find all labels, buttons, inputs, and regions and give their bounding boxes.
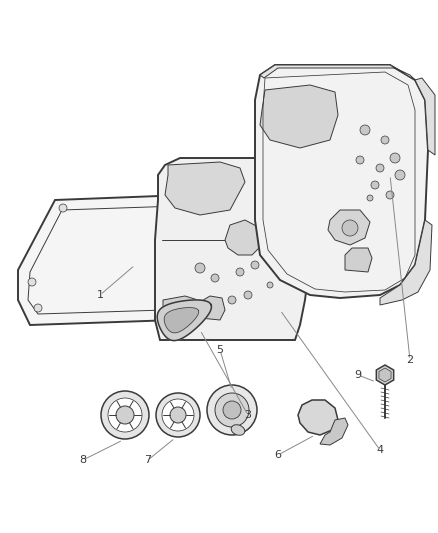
Circle shape (207, 385, 257, 435)
Polygon shape (345, 248, 372, 272)
Text: 9: 9 (354, 370, 361, 380)
Circle shape (371, 181, 379, 189)
Circle shape (195, 263, 205, 273)
Polygon shape (380, 220, 432, 305)
Circle shape (267, 282, 273, 288)
Polygon shape (157, 300, 212, 341)
Polygon shape (163, 296, 198, 318)
Circle shape (390, 153, 400, 163)
Text: 4: 4 (376, 445, 384, 455)
Polygon shape (379, 368, 391, 382)
Ellipse shape (231, 425, 245, 435)
Polygon shape (18, 195, 205, 325)
Circle shape (108, 398, 142, 432)
Circle shape (34, 304, 42, 312)
Circle shape (156, 393, 200, 437)
Circle shape (236, 268, 244, 276)
Circle shape (228, 296, 236, 304)
Circle shape (342, 220, 358, 236)
Polygon shape (200, 296, 225, 320)
Text: 5: 5 (216, 345, 223, 355)
Polygon shape (165, 162, 245, 215)
Circle shape (101, 391, 149, 439)
Circle shape (223, 401, 241, 419)
Circle shape (376, 164, 384, 172)
Polygon shape (328, 210, 370, 245)
Polygon shape (320, 418, 348, 445)
Polygon shape (164, 308, 199, 333)
Polygon shape (180, 215, 195, 240)
Circle shape (162, 399, 194, 431)
Circle shape (386, 191, 394, 199)
Circle shape (244, 291, 252, 299)
Circle shape (381, 136, 389, 144)
Circle shape (215, 393, 249, 427)
Text: 2: 2 (406, 355, 413, 365)
Polygon shape (255, 65, 428, 298)
Polygon shape (298, 400, 338, 435)
Text: 7: 7 (145, 455, 152, 465)
Text: 6: 6 (275, 450, 282, 460)
Polygon shape (225, 220, 262, 255)
Circle shape (116, 406, 134, 424)
Circle shape (281, 266, 289, 274)
Circle shape (395, 170, 405, 180)
Circle shape (356, 156, 364, 164)
Polygon shape (260, 85, 338, 148)
Polygon shape (260, 65, 415, 80)
Circle shape (164, 303, 172, 311)
Text: 1: 1 (96, 290, 103, 300)
Polygon shape (415, 78, 435, 155)
Circle shape (211, 274, 219, 282)
Polygon shape (155, 158, 315, 340)
Text: 8: 8 (79, 455, 87, 465)
Circle shape (367, 195, 373, 201)
Text: 3: 3 (244, 410, 251, 420)
Circle shape (271, 254, 279, 262)
Circle shape (59, 204, 67, 212)
Circle shape (28, 278, 36, 286)
Circle shape (251, 261, 259, 269)
Circle shape (287, 252, 293, 258)
Circle shape (170, 407, 186, 423)
Circle shape (360, 125, 370, 135)
Polygon shape (376, 365, 394, 385)
